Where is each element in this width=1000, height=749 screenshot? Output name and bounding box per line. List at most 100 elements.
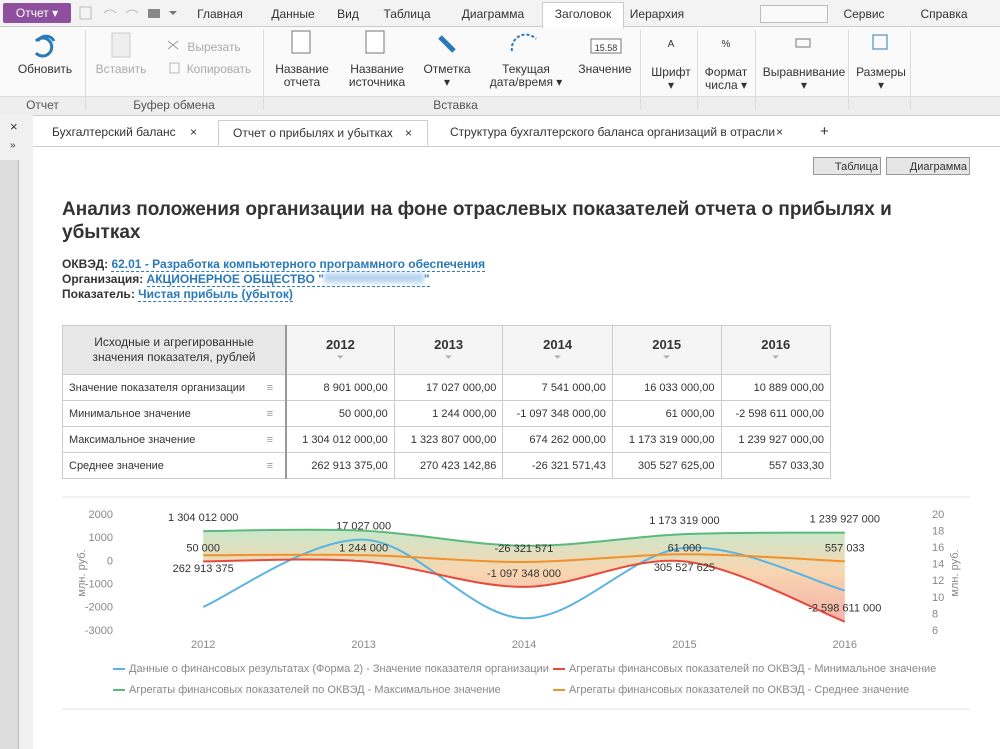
filter-icon: ≡ bbox=[266, 433, 274, 446]
font-label: Шрифт bbox=[651, 65, 691, 79]
value-cell: 557 033,30 bbox=[720, 452, 831, 479]
font-button[interactable]: Шрифт ▾ bbox=[651, 65, 691, 92]
value-cell: -26 321 571,43 bbox=[502, 452, 613, 479]
menu-bar bbox=[0, 0, 1000, 27]
doc-tab-label: Структура бухгалтерского баланса организ… bbox=[450, 125, 776, 139]
value-cell: 1 304 012 000,00 bbox=[285, 426, 395, 453]
menu-tab[interactable]: Вид bbox=[337, 7, 359, 21]
group-label: Вставка bbox=[433, 98, 478, 112]
y2-tick-label: 12 bbox=[932, 575, 944, 587]
cell-value: -1 097 348 000,00 bbox=[516, 407, 606, 420]
org-link[interactable]: АКЦИОНЕРНОЕ ОБЩЕСТВО " " bbox=[146, 272, 430, 287]
separator bbox=[697, 30, 698, 110]
y2-tick-label: 8 bbox=[932, 608, 938, 620]
range-band bbox=[203, 529, 845, 622]
report-menu[interactable]: Отчет ▾ bbox=[3, 3, 71, 23]
sizes-label: Размеры bbox=[856, 65, 906, 79]
menu-tab[interactable]: Данные bbox=[271, 7, 315, 21]
number-format-button[interactable]: Формат числа ▾ bbox=[704, 65, 748, 92]
menu-tab[interactable]: Главная bbox=[197, 7, 243, 21]
value-cell: 8 901 000,00 bbox=[285, 374, 395, 401]
report-info: ОКВЭД: 62.01 - Разработка компьютерного … bbox=[62, 257, 486, 302]
filter-icon: ⏷ bbox=[772, 352, 780, 362]
copy-button[interactable]: Копировать bbox=[186, 62, 252, 76]
y2-tick-label: 16 bbox=[932, 542, 944, 554]
sizes-button[interactable]: Размеры ▾ bbox=[856, 65, 906, 92]
cut-button[interactable]: Вырезать bbox=[187, 40, 241, 54]
add-tab[interactable]: + bbox=[820, 123, 829, 140]
doc-tab-active[interactable]: Отчет о прибылях и убытках × bbox=[218, 120, 428, 146]
value-cell: 1 173 319 000,00 bbox=[611, 426, 722, 453]
close-panel[interactable]: × bbox=[10, 119, 18, 134]
doc-tab[interactable]: Бухгалтерский баланс × bbox=[52, 125, 198, 139]
indicator-link[interactable]: Чистая прибыль (убыток) bbox=[138, 287, 293, 302]
filter-icon: ⏷ bbox=[663, 352, 671, 362]
data-label: 1 304 012 000 bbox=[168, 512, 238, 524]
menu-tab[interactable]: Заголовок bbox=[542, 2, 624, 29]
header-cell: Исходные и агрегированные значения показ… bbox=[62, 325, 288, 375]
x-tick-label: 2014 bbox=[512, 639, 536, 651]
value-cell: 17 027 000,00 bbox=[393, 374, 504, 401]
report-name-button[interactable]: Название отчета bbox=[275, 62, 329, 89]
tab-line bbox=[33, 146, 1000, 147]
y2-tick-label: 18 bbox=[932, 525, 944, 537]
cell-value: -2 598 611 000,00 bbox=[735, 407, 824, 420]
table-view-button[interactable]: Таблица bbox=[813, 157, 881, 175]
help-menu[interactable]: Справка bbox=[920, 7, 968, 21]
y2-tick-label: 20 bbox=[932, 509, 944, 521]
doc-tab[interactable]: Структура бухгалтерского баланса организ… bbox=[450, 125, 784, 139]
header-text: 2014 bbox=[543, 337, 573, 352]
cell-value: 674 262 000,00 bbox=[529, 433, 606, 446]
menu-tab[interactable]: Диаграмма bbox=[461, 7, 525, 21]
value-button[interactable]: Значение bbox=[578, 62, 632, 76]
value-cell: 1 244 000,00 bbox=[393, 400, 504, 427]
paste-button[interactable]: Вставить bbox=[95, 62, 147, 76]
separator bbox=[263, 30, 264, 110]
table-row: Значение показателя организации ≡ 8 901 00… bbox=[62, 374, 831, 401]
value-cell: 674 262 000,00 bbox=[502, 426, 613, 453]
expand-panel[interactable]: » bbox=[10, 140, 16, 151]
row-label-cell: Значение показателя организации ≡ bbox=[62, 374, 288, 401]
cell-value: 270 423 142,86 bbox=[419, 459, 497, 472]
service-menu[interactable]: Сервис bbox=[843, 7, 885, 21]
align-label: Выравнивание bbox=[762, 65, 846, 79]
filter-icon: ≡ bbox=[266, 381, 274, 394]
nav-buttons[interactable] bbox=[760, 5, 828, 23]
row-label: Минимальное значение bbox=[69, 407, 191, 420]
ribbon-icons bbox=[34, 30, 888, 74]
legend-label: Агрегаты финансовых показателей по ОКВЭД… bbox=[569, 684, 909, 696]
okved-link[interactable]: 62.01 - Разработка компьютерного програм… bbox=[111, 257, 486, 272]
mark-button[interactable]: Отметка ▾ bbox=[423, 62, 471, 89]
datetime-button[interactable]: Текущая дата/время ▾ bbox=[489, 62, 563, 89]
cell-value: 1 173 319 000,00 bbox=[628, 433, 715, 446]
filter-icon: ≡ bbox=[266, 459, 274, 472]
row-label: Максимальное значение bbox=[69, 433, 196, 446]
y-axis-label: млн. руб. bbox=[76, 549, 88, 596]
value-cell: 262 913 375,00 bbox=[285, 452, 395, 479]
data-label: -1 097 348 000 bbox=[487, 568, 561, 580]
row-label-cell: Среднее значение ≡ bbox=[62, 452, 288, 479]
indicator-label: Показатель: bbox=[62, 287, 135, 301]
y2-tick-label: 14 bbox=[932, 559, 944, 571]
value-cell: 61 000,00 bbox=[611, 400, 722, 427]
datetime-label: Текущая дата/время bbox=[489, 62, 553, 89]
legend-label: Агрегаты финансовых показателей по ОКВЭД… bbox=[569, 663, 936, 675]
menu-tab[interactable]: Таблица bbox=[383, 7, 431, 21]
quick-icons bbox=[79, 6, 177, 20]
table-header-row: Исходные и агрегированные значения показ… bbox=[62, 325, 831, 375]
chart-view-button[interactable]: Диаграмма bbox=[886, 157, 970, 175]
source-name-button[interactable]: Название источника bbox=[348, 62, 406, 89]
header-text: Исходные и агрегированные значения показ… bbox=[92, 335, 256, 364]
refresh-button[interactable]: Обновить bbox=[17, 62, 73, 76]
report-title: Анализ положения организации на фоне отр… bbox=[62, 199, 892, 243]
value-cell: 1 323 807 000,00 bbox=[393, 426, 504, 453]
ribbon-group-bar bbox=[0, 96, 1000, 115]
menu-tab[interactable]: Иерархия bbox=[629, 7, 685, 21]
cell-value: 1 304 012 000,00 bbox=[302, 433, 388, 446]
data-table: Исходные и агрегированные значения показ… bbox=[62, 325, 831, 479]
value-cell: 7 541 000,00 bbox=[502, 374, 613, 401]
separator bbox=[910, 30, 911, 110]
align-button[interactable]: Выравнивание ▾ bbox=[762, 65, 846, 92]
cell-value: 16 033 000,00 bbox=[644, 381, 715, 394]
